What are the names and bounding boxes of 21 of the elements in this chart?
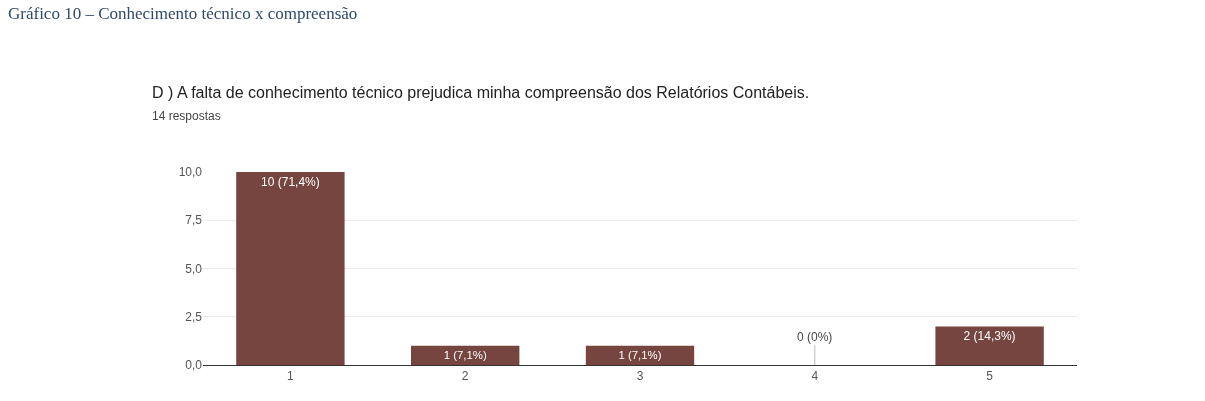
x-tick-label: 1 xyxy=(287,369,295,384)
bar xyxy=(935,326,1044,365)
bar xyxy=(236,172,345,365)
x-tick-label: 5 xyxy=(986,369,994,384)
data-label: 0 (0%) xyxy=(797,330,833,344)
chart-title: D ) A falta de conhecimento técnico prejudica minha compreensão dos Relatórios Contábeis. xyxy=(152,84,810,101)
bar xyxy=(411,345,520,365)
y-tick-label: 7,5 xyxy=(185,213,203,228)
data-label: 1 (7,1%) xyxy=(618,349,662,362)
y-tick-label: 0,0 xyxy=(185,358,203,373)
chart-subtitle: 14 respostas xyxy=(152,109,221,123)
x-tick-label: 4 xyxy=(811,369,819,384)
text: Gráfico 10 – Conhecimento técnico x compreensão xyxy=(8,4,358,23)
x-tick-label: 3 xyxy=(636,369,644,384)
data-label: 1 (7,1%) xyxy=(443,349,487,362)
y-tick-label: 10,0 xyxy=(178,165,203,180)
y-tick-label: 2,5 xyxy=(185,309,203,324)
y-tick-label: 5,0 xyxy=(185,261,203,276)
data-label: 2 (14,3%) xyxy=(963,329,1016,344)
data-label: 10 (71,4%) xyxy=(261,175,320,189)
x-tick-label: 2 xyxy=(461,369,469,384)
